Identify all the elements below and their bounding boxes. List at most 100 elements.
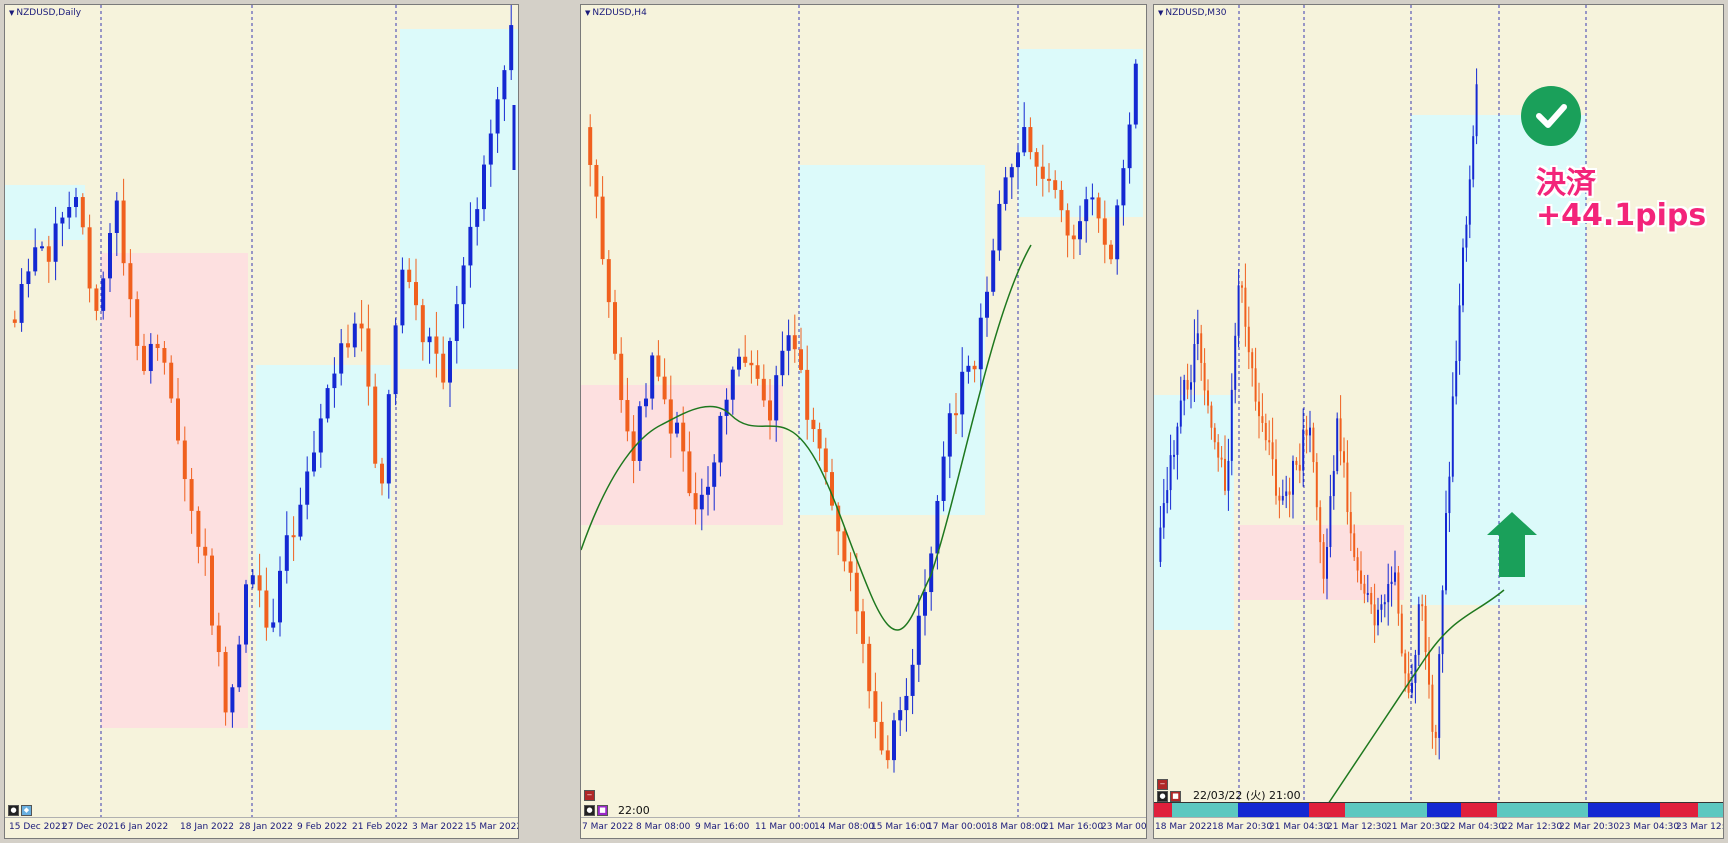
candle-body <box>1096 197 1101 219</box>
candle-body <box>743 356 748 363</box>
candle-body <box>997 203 1002 251</box>
candle-body <box>1387 584 1390 603</box>
time-axis-label: 17 Mar 00:00 <box>927 822 988 832</box>
candle-body <box>1417 604 1420 655</box>
settlement-result: 決済 +44.1pips <box>1536 168 1706 231</box>
candle-body <box>644 398 648 407</box>
candle-body <box>142 345 146 372</box>
candle-body <box>121 200 126 264</box>
chart-canvas-h4[interactable] <box>581 5 1147 820</box>
candle-body <box>318 418 323 453</box>
candle-body <box>400 269 405 326</box>
candle-body <box>1281 495 1284 501</box>
dropdown-triangle-icon[interactable]: ▼ <box>585 9 591 17</box>
candle-body <box>867 643 872 692</box>
candle-body <box>407 269 412 283</box>
dropdown-triangle-icon[interactable]: ▼ <box>9 9 15 17</box>
time-axis-label: 23 Mar 12:30 <box>1676 822 1723 832</box>
candle-body <box>495 99 500 134</box>
candle-body <box>854 572 859 612</box>
drag-icon[interactable]: ● <box>8 805 19 816</box>
candle-body <box>33 247 38 272</box>
candle-body <box>848 561 853 573</box>
candle-body <box>966 365 971 372</box>
candle-body <box>780 350 785 376</box>
candle-body <box>427 336 432 343</box>
candle-body <box>1003 177 1008 204</box>
candle-body <box>128 263 133 300</box>
candle-body <box>1363 583 1366 594</box>
candle-body <box>1366 592 1369 595</box>
session-segment <box>1385 803 1428 817</box>
candle-body <box>1346 462 1349 513</box>
candle-body <box>805 369 810 420</box>
time-axis-label: 21 Mar 16:00 <box>1043 822 1104 832</box>
candle-body <box>366 328 371 387</box>
candle-body <box>502 70 507 100</box>
candle-body <box>80 197 85 228</box>
candle-body <box>1207 390 1209 406</box>
candle-body <box>1133 63 1138 125</box>
session-segment <box>1237 803 1258 817</box>
candle-body <box>811 419 816 430</box>
chart-canvas-daily[interactable] <box>5 5 519 820</box>
chart-pane-m30[interactable]: ▼ NZDUSD,M30 − ● ■ 22/03/22 (火) 21:00 18 … <box>1153 4 1724 839</box>
indicator-icon[interactable]: ■ <box>1170 791 1181 802</box>
chart-canvas-m30[interactable] <box>1154 5 1724 820</box>
candle-body <box>359 323 364 329</box>
demand-zone <box>256 365 391 730</box>
candle-body <box>1326 546 1328 579</box>
time-axis-label: 21 Feb 2022 <box>352 822 409 832</box>
candle-body <box>26 271 31 285</box>
minimize-icon[interactable]: − <box>584 790 595 801</box>
candle-body <box>941 456 946 501</box>
time-axis-label: 18 Mar 20:30 <box>1212 822 1273 832</box>
candle-body <box>1264 422 1267 441</box>
candle-body <box>879 721 884 751</box>
time-axis-label: 15 Mar 16:00 <box>871 822 932 832</box>
chart-pane-daily[interactable]: ▼ NZDUSD,Daily ● ◆ 15 Dec 2021 27 Dec 2021… <box>4 4 519 839</box>
session-segment <box>1154 803 1172 817</box>
drag-icon[interactable]: ● <box>1157 791 1168 802</box>
candle-body <box>1462 247 1464 306</box>
candle-body <box>1258 401 1260 417</box>
candle-body <box>108 232 112 279</box>
candle-body <box>699 494 704 510</box>
auto-scroll-icon[interactable]: ◆ <box>21 805 32 816</box>
candle-body <box>1360 570 1362 584</box>
candle-body <box>1210 405 1213 428</box>
time-axis-label: 21 Mar 12:30 <box>1327 822 1388 832</box>
moving-average-line <box>581 244 1032 631</box>
drag-icon[interactable]: ● <box>584 805 595 816</box>
candle-body <box>40 246 44 249</box>
candle-body <box>380 463 384 484</box>
candle-body <box>1071 235 1076 240</box>
candle-body <box>668 399 673 434</box>
candle-body <box>1288 491 1291 495</box>
candle-body <box>189 479 194 511</box>
candle-body <box>1224 458 1226 491</box>
demand-zone <box>5 185 85 240</box>
candle-body <box>755 365 760 379</box>
time-note: 22/03/22 (火) 21:00 <box>1193 789 1301 802</box>
candle-body <box>230 687 235 713</box>
supply-zone <box>1239 525 1404 600</box>
minimize-icon[interactable]: − <box>1157 779 1168 790</box>
candle-body <box>244 584 248 645</box>
candle-body <box>761 378 766 401</box>
candle-body <box>1040 166 1045 179</box>
candle-body <box>1397 572 1400 614</box>
chart-pane-h4[interactable]: ▼ NZDUSD,H4 − ● ■ 22:00 7 Mar 2022 8 Mar 0… <box>580 4 1147 839</box>
candle-body <box>730 369 735 400</box>
candle-body <box>434 336 439 354</box>
candle-body <box>1329 496 1332 547</box>
candle-body <box>1438 654 1441 738</box>
candle-body <box>1176 426 1179 455</box>
candle-body <box>74 197 78 208</box>
candle-body <box>1213 427 1216 443</box>
indicator-icon[interactable]: ■ <box>597 805 608 816</box>
candle-body <box>985 291 989 318</box>
candle-body <box>786 335 791 351</box>
dropdown-triangle-icon[interactable]: ▼ <box>1158 9 1164 17</box>
candle-body <box>135 299 140 346</box>
